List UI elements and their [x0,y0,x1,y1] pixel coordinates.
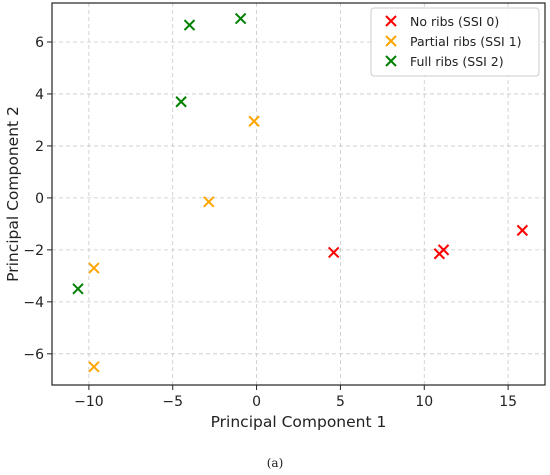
data-points [72,12,529,373]
x-tick-label: 15 [499,394,517,410]
data-point [328,246,340,259]
data-point [88,361,100,373]
legend-marker [385,35,397,47]
data-point [437,244,450,256]
legend-label: No ribs (SSI 0) [410,14,499,29]
data-point [248,115,260,127]
legend-label: Full ribs (SSI 2) [410,54,504,69]
data-point [516,224,529,237]
y-axis-label: Principal Component 2 [4,106,22,282]
data-point [234,12,247,25]
data-point [88,262,100,274]
legend-label: Partial ribs (SSI 1) [410,34,522,49]
plot-frame [51,2,546,386]
axis-ticks: −10 −5 0 5 10 15 −6 −4 −2 0 2 4 6 [23,35,517,410]
y-tick-label: 2 [35,139,44,155]
y-tick-label: −2 [23,243,44,259]
legend: No ribs (SSI 0) Partial ribs (SSI 1) Full … [370,7,540,77]
x-tick-label: 0 [252,394,261,410]
y-tick-label: −4 [23,295,44,311]
y-tick-label: 6 [35,35,44,51]
data-point [175,96,187,108]
y-tick-label: 4 [35,87,44,103]
legend-marker [385,15,397,27]
x-tick-label: −5 [162,394,183,410]
figure-caption: (a) [267,456,284,470]
data-point [203,196,215,208]
data-point [183,19,196,31]
y-tick-label: −6 [23,347,44,363]
x-axis-label: Principal Component 1 [211,413,387,431]
y-tick-label: 0 [35,191,44,207]
data-point [72,283,84,295]
legend-box [370,7,540,77]
x-tick-label: −10 [74,394,104,410]
legend-marker [385,55,397,67]
x-tick-label: 5 [336,394,345,410]
x-tick-label: 10 [415,394,433,410]
